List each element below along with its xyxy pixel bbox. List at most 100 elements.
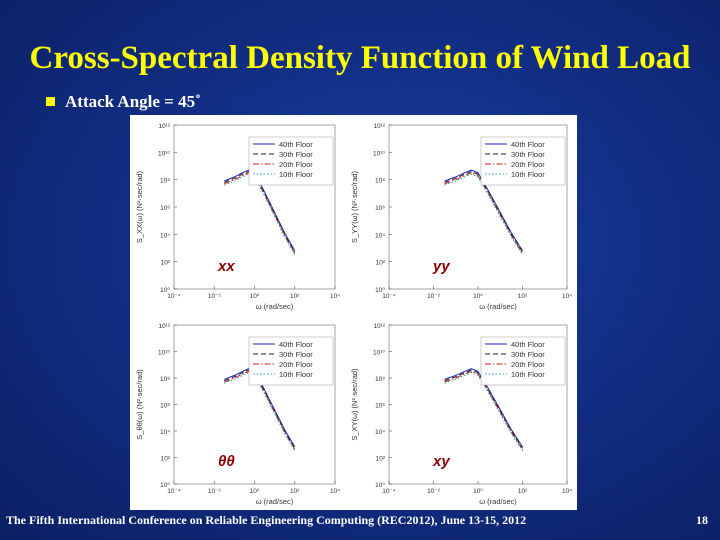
- chart-0-y-tick-label: 10²: [161, 260, 171, 267]
- chart-2-y-tick-label: 10⁴: [160, 429, 170, 436]
- chart-1-series-line: [444, 170, 523, 253]
- chart-0-x-tick-label: 10⁻⁴: [167, 293, 181, 300]
- chart-1-series-line: [444, 173, 523, 256]
- chart-0-y-tick-label: 10¹²: [158, 123, 170, 130]
- chart-3-y-tick-label: 10⁴: [375, 429, 385, 436]
- bullet-item: Attack Angle = 45˚: [46, 92, 201, 112]
- chart-1-x-axis-label: ω (rad/sec): [479, 302, 517, 311]
- chart-panel-yy: 10¹² 10¹⁰ 10⁸ 10⁶ 10⁴ 10² 10⁰ 10⁻⁴ 10⁻² 10⁰ 10² 10⁴…: [345, 115, 577, 315]
- chart-0-y-axis-label: S_XX(ω) (N²·sec/rad): [135, 170, 144, 243]
- chart-panel-theta: 10¹² 10¹⁰ 10⁸ 10⁶ 10⁴ 10² 10⁰ 10⁻⁴ 10⁻² 10⁰ 10² 10⁴…: [130, 315, 345, 510]
- chart-0-legend-box: [248, 136, 334, 186]
- chart-2-x-tick-label: 10⁴: [330, 488, 340, 495]
- slide-title: Cross-Spectral Density Function of Wind …: [29, 40, 691, 76]
- chart-2-y-axis-label: S_θθ(ω) (N²·sec/rad): [135, 369, 144, 440]
- chart-1-y-axis-label: S_YY(ω) (N²·sec/rad): [350, 170, 359, 243]
- chart-2-y-tick-label: 10¹²: [158, 323, 170, 330]
- chart-0-series-line: [224, 172, 296, 254]
- chart-0-x-tick-label: 10²: [290, 293, 300, 300]
- chart-panel-xx: 10¹² 10¹⁰ 10⁸ 10⁶ 10⁴ 10² 10⁰ 10⁻⁴ 10⁻² 10⁰ 10² 10⁴…: [130, 115, 345, 315]
- chart-0-x-tick-label: 10⁻²: [208, 293, 222, 300]
- chart-2-legend-label: 10th Floor: [279, 370, 313, 379]
- chart-1-y-tick-label: 10⁶: [375, 205, 385, 212]
- chart-3-x-tick-label: 10⁴: [562, 488, 572, 495]
- chart-3-y-tick-label: 10⁰: [375, 482, 385, 489]
- chart-panel-xy: 10¹² 10¹⁰ 10⁸ 10⁶ 10⁴ 10² 10⁰ 10⁻⁴ 10⁻² 10⁰ 10² 10⁴…: [345, 315, 577, 510]
- chart-1-legend-box: [480, 136, 566, 186]
- page-number: 18: [696, 513, 708, 527]
- chart-1-y-tick-label: 10¹²: [373, 123, 385, 130]
- chart-2-x-tick-label: 10⁻⁴: [167, 488, 181, 495]
- chart-3-series-line: [444, 372, 523, 452]
- chart-1-x-tick-label: 10⁻⁴: [382, 293, 396, 300]
- chart-2-panel-label: θθ: [218, 453, 235, 470]
- chart-1-y-tick-label: 10²: [376, 260, 386, 267]
- chart-0-y-tick-label: 10⁰: [160, 287, 170, 294]
- chart-1-legend-label: 30th Floor: [511, 150, 545, 159]
- chart-3-y-tick-label: 10⁶: [375, 403, 385, 410]
- chart-3-x-tick-label: 10⁻⁴: [382, 488, 396, 495]
- chart-2-y-tick-label: 10⁰: [160, 482, 170, 489]
- chart-0-y-tick-label: 10⁴: [160, 232, 170, 239]
- chart-2-legend-box: [248, 336, 334, 386]
- chart-3-x-tick-label: 10⁻²: [427, 488, 441, 495]
- chart-3-y-tick-label: 10¹²: [373, 323, 385, 330]
- chart-2-y-tick-label: 10⁸: [160, 376, 170, 383]
- chart-3-y-tick-label: 10²: [376, 456, 386, 463]
- chart-2-legend-label: 40th Floor: [279, 340, 313, 349]
- chart-3-series-line: [444, 368, 523, 448]
- chart-1-panel-label: yy: [432, 258, 450, 275]
- chart-1-legend-label: 20th Floor: [511, 160, 545, 169]
- chart-3-y-tick-label: 10⁸: [375, 376, 385, 383]
- chart-2-y-tick-label: 10²: [161, 456, 171, 463]
- chart-0-legend-label: 40th Floor: [279, 140, 313, 149]
- chart-3-legend-box: [480, 336, 566, 386]
- chart-1-y-tick-label: 10⁴: [375, 232, 385, 239]
- chart-1-x-tick-label: 10⁰: [473, 293, 483, 300]
- chart-1-y-tick-label: 10⁸: [375, 178, 385, 185]
- chart-0-legend-label: 20th Floor: [279, 160, 313, 169]
- chart-3-y-tick-label: 10¹⁰: [373, 350, 385, 357]
- chart-3-legend-label: 30th Floor: [511, 350, 545, 359]
- chart-0-legend-label: 10th Floor: [279, 170, 313, 179]
- chart-0-y-tick-label: 10¹⁰: [158, 150, 170, 157]
- chart-0-x-tick-label: 10⁰: [250, 293, 260, 300]
- chart-0-x-tick-label: 10⁴: [330, 293, 340, 300]
- chart-1-y-tick-label: 10¹⁰: [373, 150, 385, 157]
- chart-2-series-line: [224, 370, 296, 450]
- bullet-square-icon: [46, 96, 55, 106]
- footer-text: The Fifth International Conference on Re…: [6, 513, 527, 527]
- chart-0-x-axis-label: ω (rad/sec): [256, 302, 294, 311]
- chart-0-legend-label: 30th Floor: [279, 150, 313, 159]
- chart-0-series-line: [224, 173, 296, 256]
- bullet-text: Attack Angle = 45˚: [65, 92, 201, 111]
- chart-2-legend-label: 30th Floor: [279, 350, 313, 359]
- chart-3-x-axis-label: ω (rad/sec): [479, 497, 517, 506]
- chart-1-series-line: [444, 169, 523, 251]
- chart-0-panel-label: xx: [217, 258, 235, 275]
- chart-2-legend-label: 20th Floor: [279, 360, 313, 369]
- chart-2-x-tick-label: 10²: [290, 488, 300, 495]
- chart-3-series-line: [444, 369, 523, 449]
- chart-2-x-tick-label: 10⁰: [250, 488, 260, 495]
- chart-3-y-axis-label: S_XY(ω) (N²·sec/rad): [350, 368, 359, 441]
- chart-2-y-tick-label: 10⁶: [160, 403, 170, 410]
- chart-0-y-tick-label: 10⁸: [160, 178, 170, 185]
- chart-2-x-tick-label: 10⁻²: [208, 488, 222, 495]
- chart-3-panel-label: xy: [432, 453, 450, 470]
- chart-1-legend-label: 40th Floor: [511, 140, 545, 149]
- chart-1-series-line: [444, 172, 523, 254]
- chart-1-y-tick-label: 10⁰: [375, 287, 385, 294]
- chart-3-x-tick-label: 10²: [518, 488, 528, 495]
- chart-3-legend-label: 10th Floor: [511, 370, 545, 379]
- chart-1-x-tick-label: 10²: [518, 293, 528, 300]
- chart-2-x-axis-label: ω (rad/sec): [256, 497, 294, 506]
- chart-1-x-tick-label: 10⁻²: [427, 293, 441, 300]
- chart-3-x-tick-label: 10⁰: [473, 488, 483, 495]
- chart-1-legend-label: 10th Floor: [511, 170, 545, 179]
- chart-2-y-tick-label: 10¹⁰: [158, 350, 170, 357]
